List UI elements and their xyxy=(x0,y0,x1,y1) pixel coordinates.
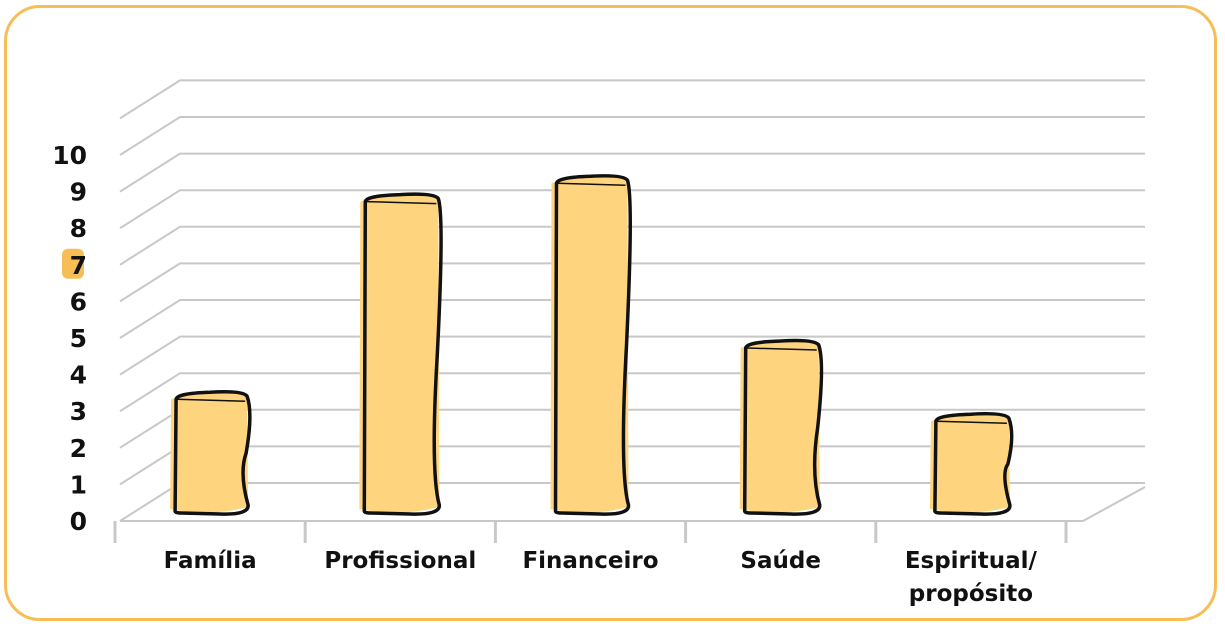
bar-outline xyxy=(362,192,443,516)
x-tick-label: Saúde xyxy=(740,548,821,574)
bar-fill xyxy=(359,193,440,513)
bar-fill xyxy=(929,413,1010,513)
y-tick-label: 3 xyxy=(70,397,87,426)
grid-line xyxy=(119,116,1145,156)
grid-line xyxy=(119,335,1145,376)
grid-line xyxy=(119,152,1145,193)
y-tick-label: 2 xyxy=(70,434,87,463)
grid-line xyxy=(119,372,1145,413)
y-tick-label: 7 xyxy=(70,251,87,280)
grid-line-top xyxy=(119,79,1145,120)
bar-outline xyxy=(553,174,633,516)
x-tick-label: Família xyxy=(164,548,257,574)
floor-edge xyxy=(120,486,1146,522)
x-tick-label-line: Espiritual/ xyxy=(905,548,1038,574)
grid-lines xyxy=(119,79,1145,522)
x-tick-label-line: Saúde xyxy=(740,548,821,574)
bar-fill xyxy=(170,391,249,513)
x-tick-labels: Família Profissional Financeiro Saúde Espiri… xyxy=(164,548,1038,607)
bar-fill xyxy=(739,339,820,513)
bar xyxy=(550,174,633,516)
y-tick-label: 10 xyxy=(52,141,87,170)
bar-top-rim xyxy=(557,182,626,187)
y-tick-highlight xyxy=(62,248,84,279)
x-tick-label-line: Financeiro xyxy=(522,548,658,574)
grid-line xyxy=(119,189,1145,230)
x-tick-label-line: propósito xyxy=(909,581,1033,607)
x-tick-label: Espiritual/propósito xyxy=(905,548,1038,607)
bar-fill xyxy=(550,175,629,513)
bar-top-rim xyxy=(366,200,437,205)
bar xyxy=(739,338,824,516)
y-tick-labels: 0 1 2 3 4 5 6 7 8 9 10 xyxy=(52,141,87,536)
bar-top-rim xyxy=(177,398,246,402)
grid-line xyxy=(119,299,1145,339)
y-tick-label: 9 xyxy=(70,178,87,207)
y-tick-label: 6 xyxy=(70,287,87,316)
bar xyxy=(359,192,443,516)
y-tick-label: 1 xyxy=(70,470,87,499)
x-tick-label-line: Família xyxy=(164,548,257,574)
y-tick-label: 0 xyxy=(70,507,87,536)
bar-outline xyxy=(742,338,824,516)
x-tick-label: Financeiro xyxy=(522,548,658,574)
bar-top-rim xyxy=(936,420,1007,424)
bars xyxy=(170,174,1014,516)
y-tick-label: 8 xyxy=(70,214,87,243)
bar-top-rim xyxy=(746,347,817,351)
category-axis xyxy=(113,486,1146,543)
y-tick-label: 5 xyxy=(70,324,87,353)
x-tick-label-line: Profissional xyxy=(324,548,476,574)
bar xyxy=(929,411,1014,516)
bar xyxy=(170,389,252,516)
x-tick-label: Profissional xyxy=(324,548,476,574)
y-tick-label: 4 xyxy=(70,361,87,390)
grid-line xyxy=(119,262,1145,303)
grid-line xyxy=(119,225,1145,266)
bar-outline xyxy=(933,411,1014,516)
bar-outline xyxy=(173,389,252,516)
